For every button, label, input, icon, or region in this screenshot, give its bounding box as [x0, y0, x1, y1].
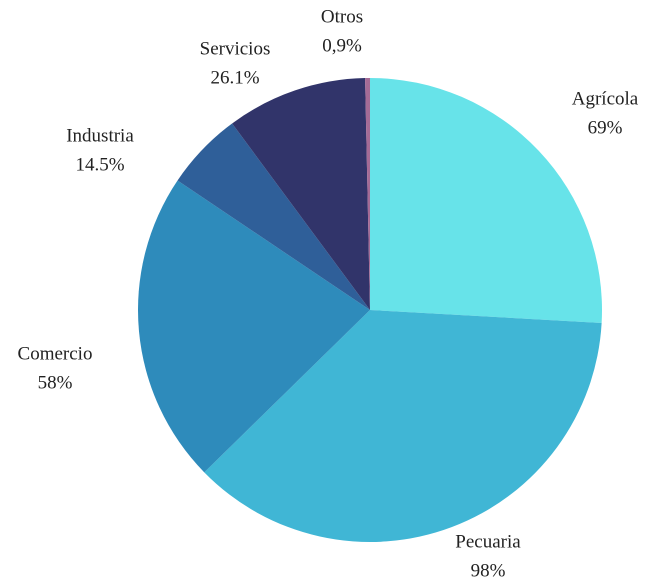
slice-label: Industria	[66, 125, 134, 146]
slice-value-label: 58%	[38, 372, 73, 393]
slice-value-label: 14.5%	[75, 154, 124, 175]
pie-slice	[204, 310, 602, 543]
slice-value-label: 0,9%	[322, 35, 362, 56]
pie-slice	[370, 78, 602, 323]
slice-label: Servicios	[200, 38, 271, 59]
pie-slice	[365, 78, 370, 310]
slice-label: Otros	[321, 6, 363, 27]
slice-label: Pecuaria	[455, 531, 521, 552]
slice-label: Agrícola	[572, 88, 639, 109]
pie-slice	[177, 123, 370, 311]
slice-label: Comercio	[18, 343, 93, 364]
pie-slice	[138, 180, 370, 473]
pie-slice	[232, 78, 370, 311]
slice-value-label: 98%	[471, 560, 506, 579]
slice-value-label: 26.1%	[210, 67, 259, 88]
slice-value-label: 69%	[588, 117, 623, 138]
